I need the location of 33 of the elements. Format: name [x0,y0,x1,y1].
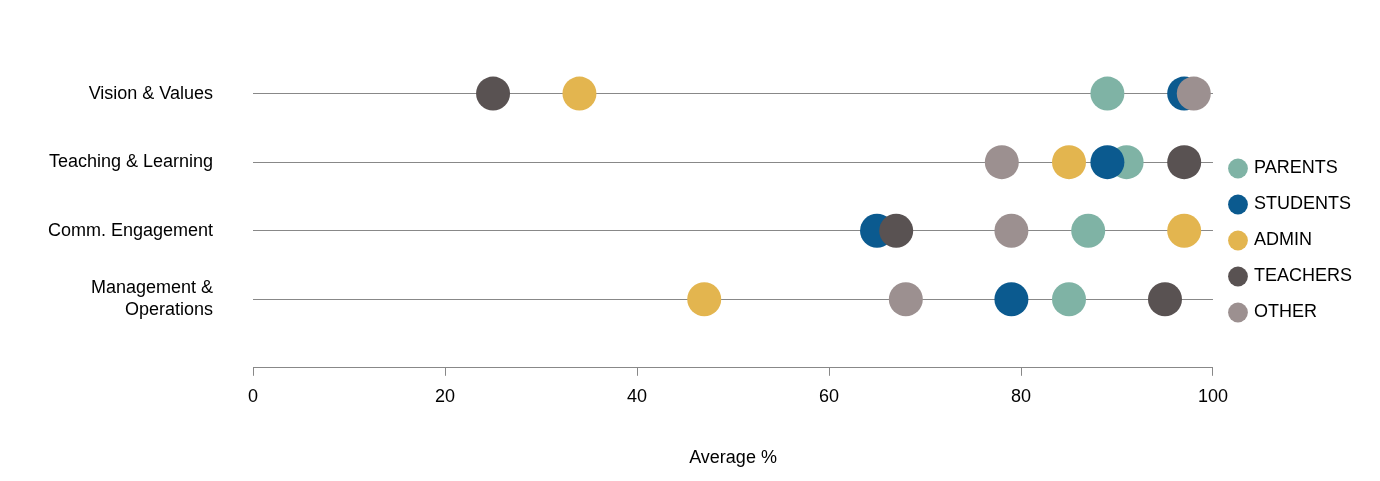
x-tick-label: 20 [435,385,456,406]
point [1090,76,1125,111]
x-tick-label: 0 [248,385,259,406]
point [1052,282,1086,317]
point [984,145,1019,180]
y-tick-label: Vision & Values [88,82,214,103]
x-tick-label: 100 [1197,385,1229,406]
point [562,76,597,111]
y-tick-label: Comm. Engagement [48,219,214,240]
x-tick-label: 40 [627,385,648,406]
point [1090,145,1125,180]
point [879,213,914,248]
point [476,76,511,111]
legend-label: PARENTS [1253,157,1338,178]
point [1147,282,1182,317]
point [888,282,923,317]
point [1176,76,1211,111]
legend-label: OTHER [1253,301,1317,322]
point [994,282,1029,317]
legend-label: ADMIN [1253,229,1312,250]
point [687,282,722,317]
point [1167,145,1202,180]
y-tick-label: Management & Operations [91,277,214,320]
x-axis-title: Average % [689,447,777,468]
legend-label: TEACHERS [1253,265,1352,286]
point [994,213,1029,248]
point [1052,145,1086,180]
point [1071,213,1106,248]
legend-label: STUDENTS [1253,193,1351,214]
x-tick-label: 80 [1010,385,1032,406]
y-tick-label: Teaching & Learning [48,151,214,172]
x-tick-label: 60 [819,385,840,406]
point [1167,213,1202,248]
